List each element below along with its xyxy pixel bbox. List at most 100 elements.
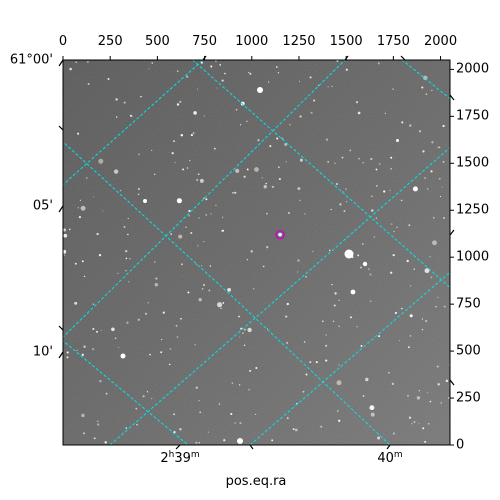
star (205, 198, 208, 201)
star (375, 168, 378, 171)
star (215, 60, 217, 62)
star (377, 436, 381, 440)
star (276, 137, 279, 140)
star (425, 319, 428, 323)
star (409, 124, 412, 127)
star (203, 115, 205, 117)
star (74, 301, 78, 305)
grid-line (63, 60, 346, 338)
star (123, 101, 126, 104)
star (424, 268, 430, 274)
star (209, 265, 212, 267)
star (223, 439, 226, 442)
star (127, 233, 129, 236)
star (266, 246, 269, 249)
star (154, 261, 156, 263)
star (411, 423, 413, 425)
grid-line (401, 60, 450, 100)
star (325, 334, 327, 336)
wcs-tick (449, 94, 455, 101)
star (429, 400, 432, 403)
y-pixel-tick-label: 750 (456, 296, 481, 312)
y-pixel-tick-label: 2000 (456, 61, 490, 77)
star (436, 365, 439, 368)
wcs-grid (63, 60, 450, 445)
star (321, 320, 324, 323)
star (309, 361, 312, 364)
y-pixel-tick-label: 1250 (456, 202, 490, 218)
star (339, 203, 342, 206)
star (227, 288, 231, 292)
star (129, 258, 131, 260)
star (238, 315, 240, 318)
y-pixel-tick-label: 1500 (456, 155, 490, 171)
star (189, 160, 191, 162)
star (376, 185, 378, 187)
star (379, 163, 381, 165)
target-marker[interactable] (275, 229, 285, 240)
star (232, 192, 234, 194)
star (304, 275, 308, 278)
star (98, 158, 104, 164)
star (216, 87, 218, 89)
star (81, 413, 85, 418)
star (359, 266, 362, 269)
star (278, 178, 281, 181)
star (74, 262, 77, 265)
star (221, 216, 224, 218)
star (92, 303, 95, 306)
star (137, 187, 140, 191)
star (195, 386, 198, 389)
star (66, 356, 69, 359)
star (275, 66, 278, 68)
star (186, 75, 189, 78)
star (221, 79, 224, 82)
star (231, 382, 233, 384)
star (234, 191, 237, 194)
dec-tick-label: 10' (32, 344, 53, 360)
star (413, 268, 415, 270)
star (441, 186, 443, 188)
star (78, 215, 82, 219)
star (365, 377, 369, 382)
star (125, 257, 128, 260)
star (169, 347, 172, 350)
star (200, 265, 203, 267)
wcs-tick (386, 444, 391, 450)
star (330, 208, 332, 211)
star (125, 427, 128, 429)
star (239, 422, 242, 425)
star (239, 336, 241, 338)
star (409, 314, 413, 318)
star (199, 178, 204, 183)
star (284, 142, 288, 146)
star (269, 145, 272, 148)
star (416, 396, 421, 400)
grid-line (249, 271, 450, 445)
star (333, 304, 336, 307)
star (235, 108, 238, 111)
star (203, 197, 205, 199)
star (82, 432, 86, 435)
bright-star (143, 199, 147, 203)
x-pixel-tick-label: 500 (144, 34, 170, 49)
star (247, 327, 252, 333)
star (435, 305, 437, 308)
star (421, 329, 424, 331)
star (332, 320, 335, 323)
star (119, 189, 122, 192)
y-pixel-tick-label: 250 (456, 390, 481, 406)
star (422, 150, 425, 153)
star (396, 226, 398, 228)
star (299, 158, 303, 162)
star (304, 213, 306, 215)
star (185, 226, 187, 229)
star (313, 99, 316, 102)
star (286, 341, 289, 344)
star (431, 89, 433, 92)
wcs-tick (344, 55, 349, 61)
star (176, 103, 180, 106)
star (439, 196, 442, 198)
star (297, 271, 299, 273)
star (126, 321, 129, 324)
